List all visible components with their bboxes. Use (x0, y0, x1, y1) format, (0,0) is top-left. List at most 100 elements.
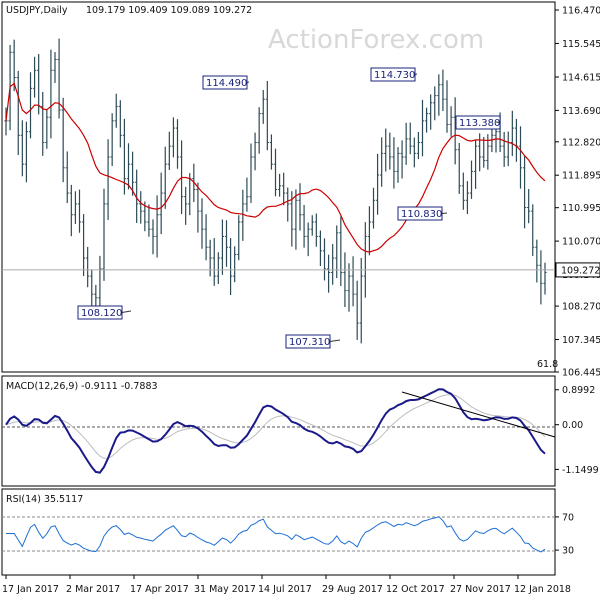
ohlc-bar (41, 91, 45, 156)
ohlc-bar (237, 215, 241, 261)
macd-tick-label: 0.00 (562, 420, 583, 431)
ohlc-bar (282, 172, 286, 206)
ohlc-bar (371, 187, 376, 229)
ohlc-bar (514, 118, 519, 162)
x-tick-label: 12 Jan 2018 (514, 584, 571, 595)
macd-trendline (401, 391, 556, 438)
ohlc-bar (171, 117, 176, 158)
price-axis: 116.470 115.545 114.615 113.690 112.820 111.8… (555, 6, 600, 379)
ohlc-bar (343, 252, 347, 308)
ohlc-bar (306, 222, 310, 257)
macd-series (5, 388, 546, 474)
ohlc-bar (114, 93, 118, 128)
ohlc-bar (314, 213, 318, 247)
ohlc-bar (212, 238, 216, 286)
ohlc-bar (122, 118, 127, 195)
price-tick-label: 112.820 (562, 137, 600, 148)
x-tick-label: 31 May 2017 (194, 584, 256, 595)
ohlc-bar (245, 177, 249, 212)
ohlc-bar (12, 39, 16, 92)
ohlc-bar (228, 238, 233, 296)
macd-tick-label: 0.8992 (562, 385, 595, 396)
ohlc-bar (543, 262, 547, 295)
x-tick-label: 27 Nov 2017 (450, 584, 511, 595)
price-annotation: 110.830 (397, 206, 448, 221)
fib-label: 61.8 (537, 359, 558, 370)
ohlc-bar (469, 160, 474, 199)
ohlc-bar (184, 186, 188, 225)
ohlc-bar (375, 153, 380, 215)
ohlc-bar (143, 201, 147, 232)
ohlc-bar (539, 250, 543, 305)
ohlc-bar (253, 132, 257, 171)
ohlc-bar (130, 151, 135, 196)
price-tick-label: 114.615 (562, 72, 600, 83)
rsi-tick-label: 70 (562, 512, 574, 523)
price-annotation: 114.730 (370, 67, 418, 82)
ohlc-bar (339, 216, 343, 287)
rsi-series (6, 516, 546, 553)
ohlc-bar (355, 280, 359, 340)
price-annotation: 114.490 (202, 75, 250, 90)
ohlc-bar (220, 219, 225, 275)
ohlc-bar (32, 56, 37, 98)
ohlc-bar (65, 151, 69, 204)
svg-text:108.120: 108.120 (81, 308, 122, 319)
annotations: 114.490 108.120 107.310 114.730 113.380 110.8… (77, 67, 501, 349)
ohlc-bar (200, 198, 204, 249)
ohlc-bar (441, 69, 445, 112)
rsi-axis: 70 30 (555, 512, 574, 557)
ohlc-bar (269, 134, 274, 170)
x-axis: 17 Jan 2017 2 Mar 2017 17 Apr 2017 31 May 2… (2, 575, 571, 595)
ohlc-bar (81, 214, 86, 277)
macd-tick-label: -1.1499 (562, 465, 599, 476)
ohlc-bar (461, 172, 465, 210)
current-price-label: 109.272 (561, 265, 600, 276)
ohlc-bar (135, 169, 139, 223)
ohlc-bar (400, 140, 404, 179)
price-tick-label: 110.070 (562, 237, 600, 248)
ohlc-bar (118, 100, 122, 148)
x-tick-label: 14 Jul 2017 (258, 584, 312, 595)
ohlc-bar (326, 254, 331, 293)
price-bars (4, 38, 547, 344)
macd-axis: 0.8992 0.00 -1.1499 (555, 385, 599, 476)
ohlc-bar (24, 121, 29, 183)
rsi-line (6, 516, 546, 553)
rsi-panel-frame (1, 488, 556, 576)
ohlc-bar (518, 126, 523, 189)
svg-text:113.380: 113.380 (459, 118, 500, 129)
ohlc-bar (167, 131, 171, 170)
ohlc-bar (331, 244, 335, 285)
price-tick-label: 116.470 (562, 6, 600, 17)
svg-text:114.490: 114.490 (206, 78, 247, 89)
price-annotation: 107.310 (285, 334, 341, 349)
ohlc-bar (408, 122, 412, 155)
ohlc-bar (273, 148, 278, 197)
ohlc-bar (102, 188, 106, 281)
svg-text:114.730: 114.730 (374, 70, 415, 81)
ohlc-bar (335, 225, 339, 279)
rsi-label: RSI(14) 35.5117 (6, 494, 83, 505)
ohlc-bar (233, 246, 237, 283)
price-tick-label: 107.345 (562, 335, 600, 346)
ohlc-bar (155, 195, 159, 258)
ohlc-bar (351, 256, 355, 307)
ohlc-bar (216, 252, 220, 285)
price-tick-label: 113.690 (562, 106, 600, 117)
ohlc-bar (453, 97, 457, 165)
ohlc-bar (502, 131, 506, 167)
ohlc-bar (224, 220, 229, 267)
ohlc-bar (363, 222, 367, 298)
current-price-box (555, 262, 600, 278)
ohlc-bar (175, 119, 180, 169)
ohlc-bar (45, 108, 49, 149)
price-annotation: 113.380 (455, 115, 501, 130)
symbol-header: USDJPY,Daily (6, 5, 68, 16)
ohlc-bar (69, 184, 73, 237)
ohlc-bar (392, 137, 396, 189)
ohlc-bar (49, 49, 53, 139)
ohlc-bar (531, 204, 535, 257)
price-tick-label: 111.895 (562, 171, 600, 182)
